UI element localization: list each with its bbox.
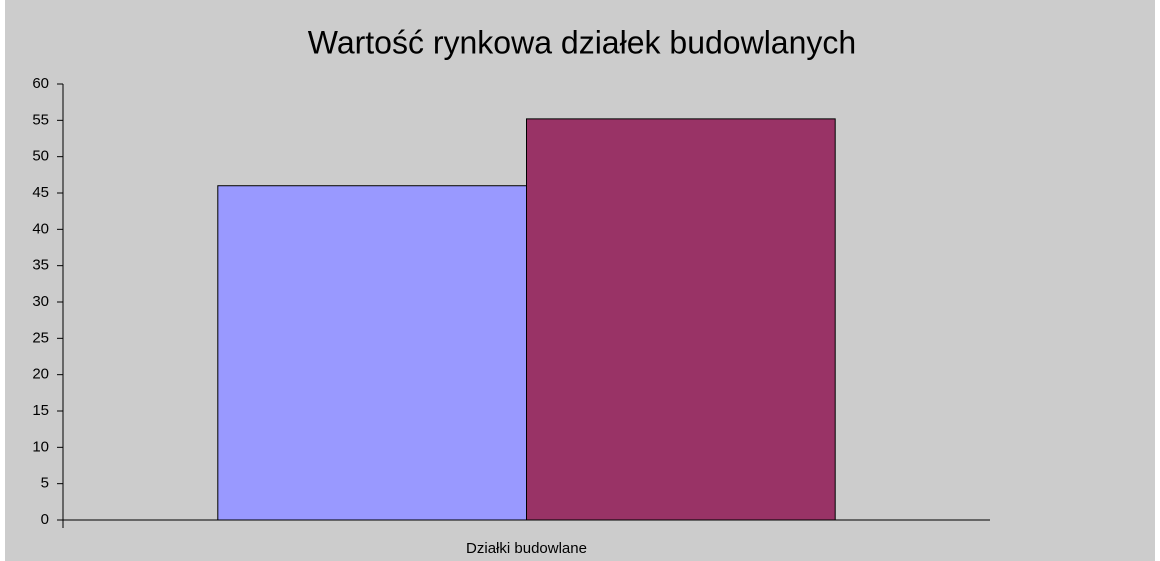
y-tick-label: 15 (32, 402, 49, 419)
y-tick-label: 35 (32, 257, 49, 274)
y-tick-label: 60 (32, 75, 49, 92)
y-tick-label: 50 (32, 148, 49, 165)
bar (526, 118, 836, 521)
y-tick-label: 55 (32, 111, 49, 128)
y-tick-label: 0 (41, 511, 49, 528)
x-tick-label: Działki budowlane (466, 540, 587, 557)
y-tick-label: 20 (32, 366, 49, 383)
y-tick-label: 5 (41, 475, 49, 492)
y-tick-label: 10 (32, 438, 49, 455)
y-tick-label: 30 (32, 293, 49, 310)
y-tick-label: 45 (32, 184, 49, 201)
y-tick-label: 25 (32, 329, 49, 346)
y-tick-label: 40 (32, 220, 49, 237)
chart-title: Wartość rynkowa działek budowlanych (308, 24, 856, 60)
bar (217, 185, 528, 521)
